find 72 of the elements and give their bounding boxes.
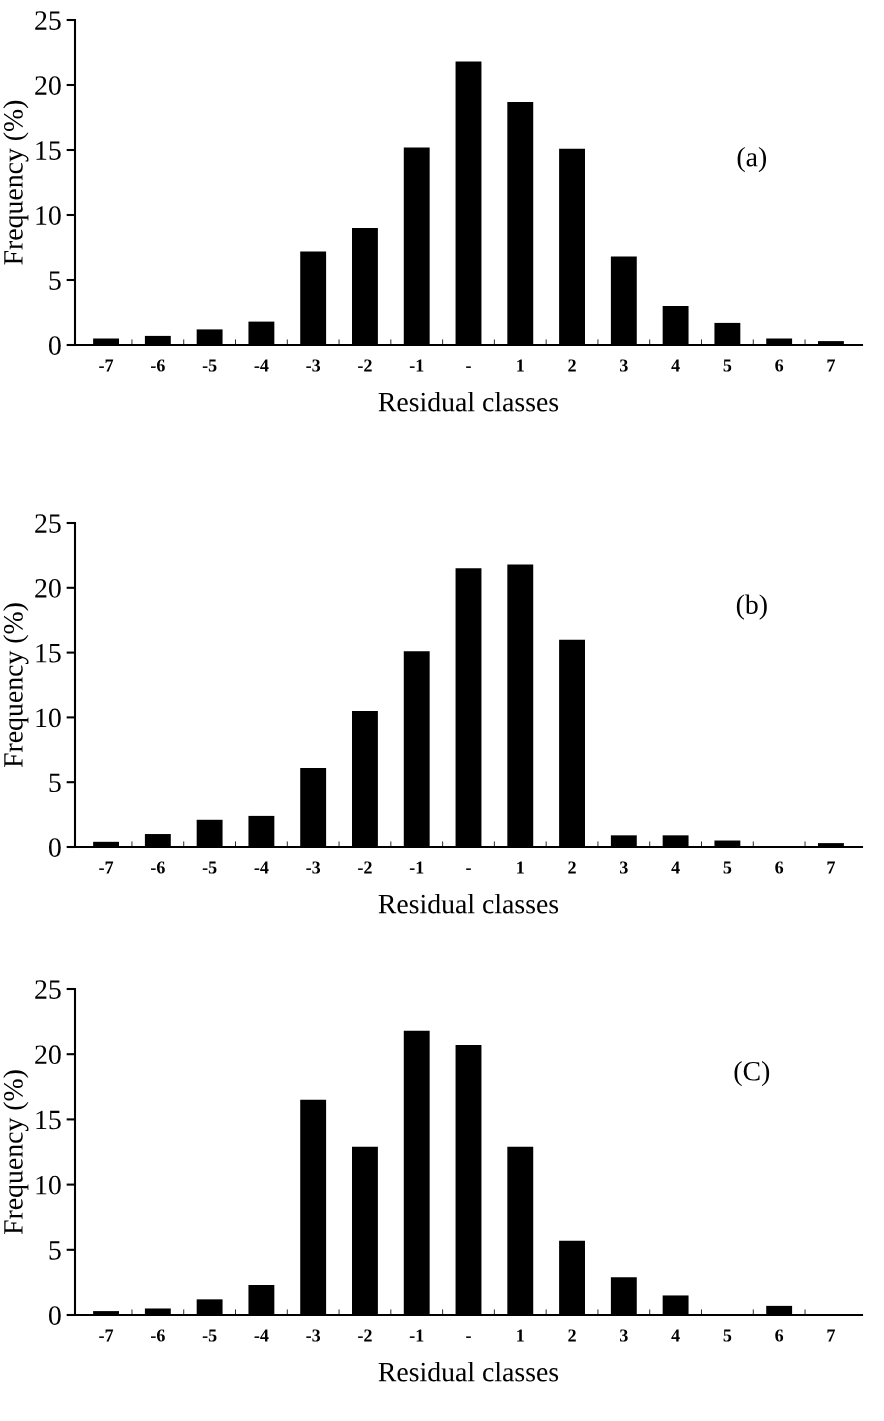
annotation: (C) [734, 1061, 770, 1087]
annotation: (b) [736, 594, 767, 620]
x-tick-label: 5 [723, 1329, 732, 1342]
x-tick-label: -2 [358, 359, 372, 372]
x-tick-label: 3 [619, 861, 628, 874]
x-tick-label: 1 [517, 861, 524, 874]
x-tick-label: -5 [202, 1329, 217, 1342]
y-tick-label: 5 [49, 773, 61, 793]
x-tick-label: -5 [202, 861, 217, 874]
y-axis-title: Frequency (%) [3, 100, 29, 265]
x-tick-label: 2 [568, 359, 576, 372]
x-tick-label: -4 [254, 359, 269, 372]
y-tick-label: 15 [36, 1110, 61, 1130]
x-tick-label: -4 [254, 861, 269, 874]
x-tick-label: 5 [723, 861, 732, 874]
x-tick-label: 7 [827, 1329, 836, 1342]
x-tick-label: -7 [99, 1329, 114, 1342]
x-tick-label: 2 [568, 1329, 576, 1342]
x-tick-label: -4 [254, 1329, 269, 1342]
y-tick-label: 15 [36, 141, 61, 160]
y-tick-label: 0 [48, 1306, 61, 1325]
x-tick-label: - [466, 868, 471, 870]
y-axis-title: Frequency (%) [3, 1070, 29, 1235]
x-tick-label: -5 [202, 359, 217, 372]
x-tick-label: -3 [306, 861, 321, 874]
y-tick-label: 20 [35, 76, 61, 95]
x-tick-label: 3 [619, 359, 628, 372]
x-tick-label: 5 [723, 359, 732, 372]
x-tick-label: - [466, 366, 471, 368]
x-tick-label: 1 [517, 1329, 524, 1342]
y-tick-label: 10 [36, 708, 61, 728]
x-tick-label: -3 [306, 1329, 321, 1342]
x-tick-label: 6 [775, 359, 784, 372]
x-tick-label: 6 [775, 861, 784, 874]
x-axis-title: Residual classes [378, 1361, 559, 1382]
y-tick-label: 0 [48, 838, 61, 857]
x-tick-label: 4 [671, 359, 680, 372]
x-tick-label: -6 [150, 861, 165, 874]
x-tick-label: 4 [671, 1329, 680, 1342]
x-tick-label: -6 [150, 359, 165, 372]
x-tick-label: 4 [671, 861, 680, 874]
y-tick-label: 15 [36, 643, 61, 663]
annotation: (a) [737, 146, 767, 173]
x-axis-title: Residual classes [378, 391, 559, 412]
y-tick-label: 20 [35, 578, 61, 598]
x-tick-label: -2 [358, 1329, 372, 1342]
y-tick-label: 5 [49, 1241, 61, 1260]
x-tick-label: 6 [775, 1329, 784, 1342]
x-tick-label: -2 [358, 861, 372, 874]
x-tick-label: -6 [150, 1329, 165, 1342]
x-axis-title: Residual classes [378, 893, 559, 914]
y-tick-label: 25 [35, 514, 61, 533]
x-tick-label: -7 [99, 359, 114, 372]
y-tick-label: 25 [35, 980, 61, 999]
x-tick-label: -1 [409, 359, 424, 372]
x-tick-label: -3 [306, 359, 321, 372]
y-tick-label: 10 [36, 206, 61, 225]
y-tick-label: 20 [35, 1045, 61, 1065]
x-tick-label: -1 [409, 1329, 424, 1342]
y-tick-label: 5 [49, 271, 61, 290]
x-tick-label: 1 [517, 359, 524, 372]
y-tick-label: 10 [36, 1175, 61, 1195]
x-tick-label: 3 [619, 1329, 628, 1342]
x-tick-label: 7 [827, 359, 836, 372]
y-tick-label: 25 [35, 11, 61, 30]
x-tick-label: - [466, 1336, 471, 1338]
x-tick-label: 2 [568, 861, 576, 874]
y-axis-title: Frequency (%) [3, 603, 29, 768]
x-tick-label: -1 [409, 861, 424, 874]
x-tick-label: 7 [827, 861, 836, 874]
x-tick-label: -7 [99, 861, 114, 874]
y-tick-label: 0 [48, 336, 61, 355]
